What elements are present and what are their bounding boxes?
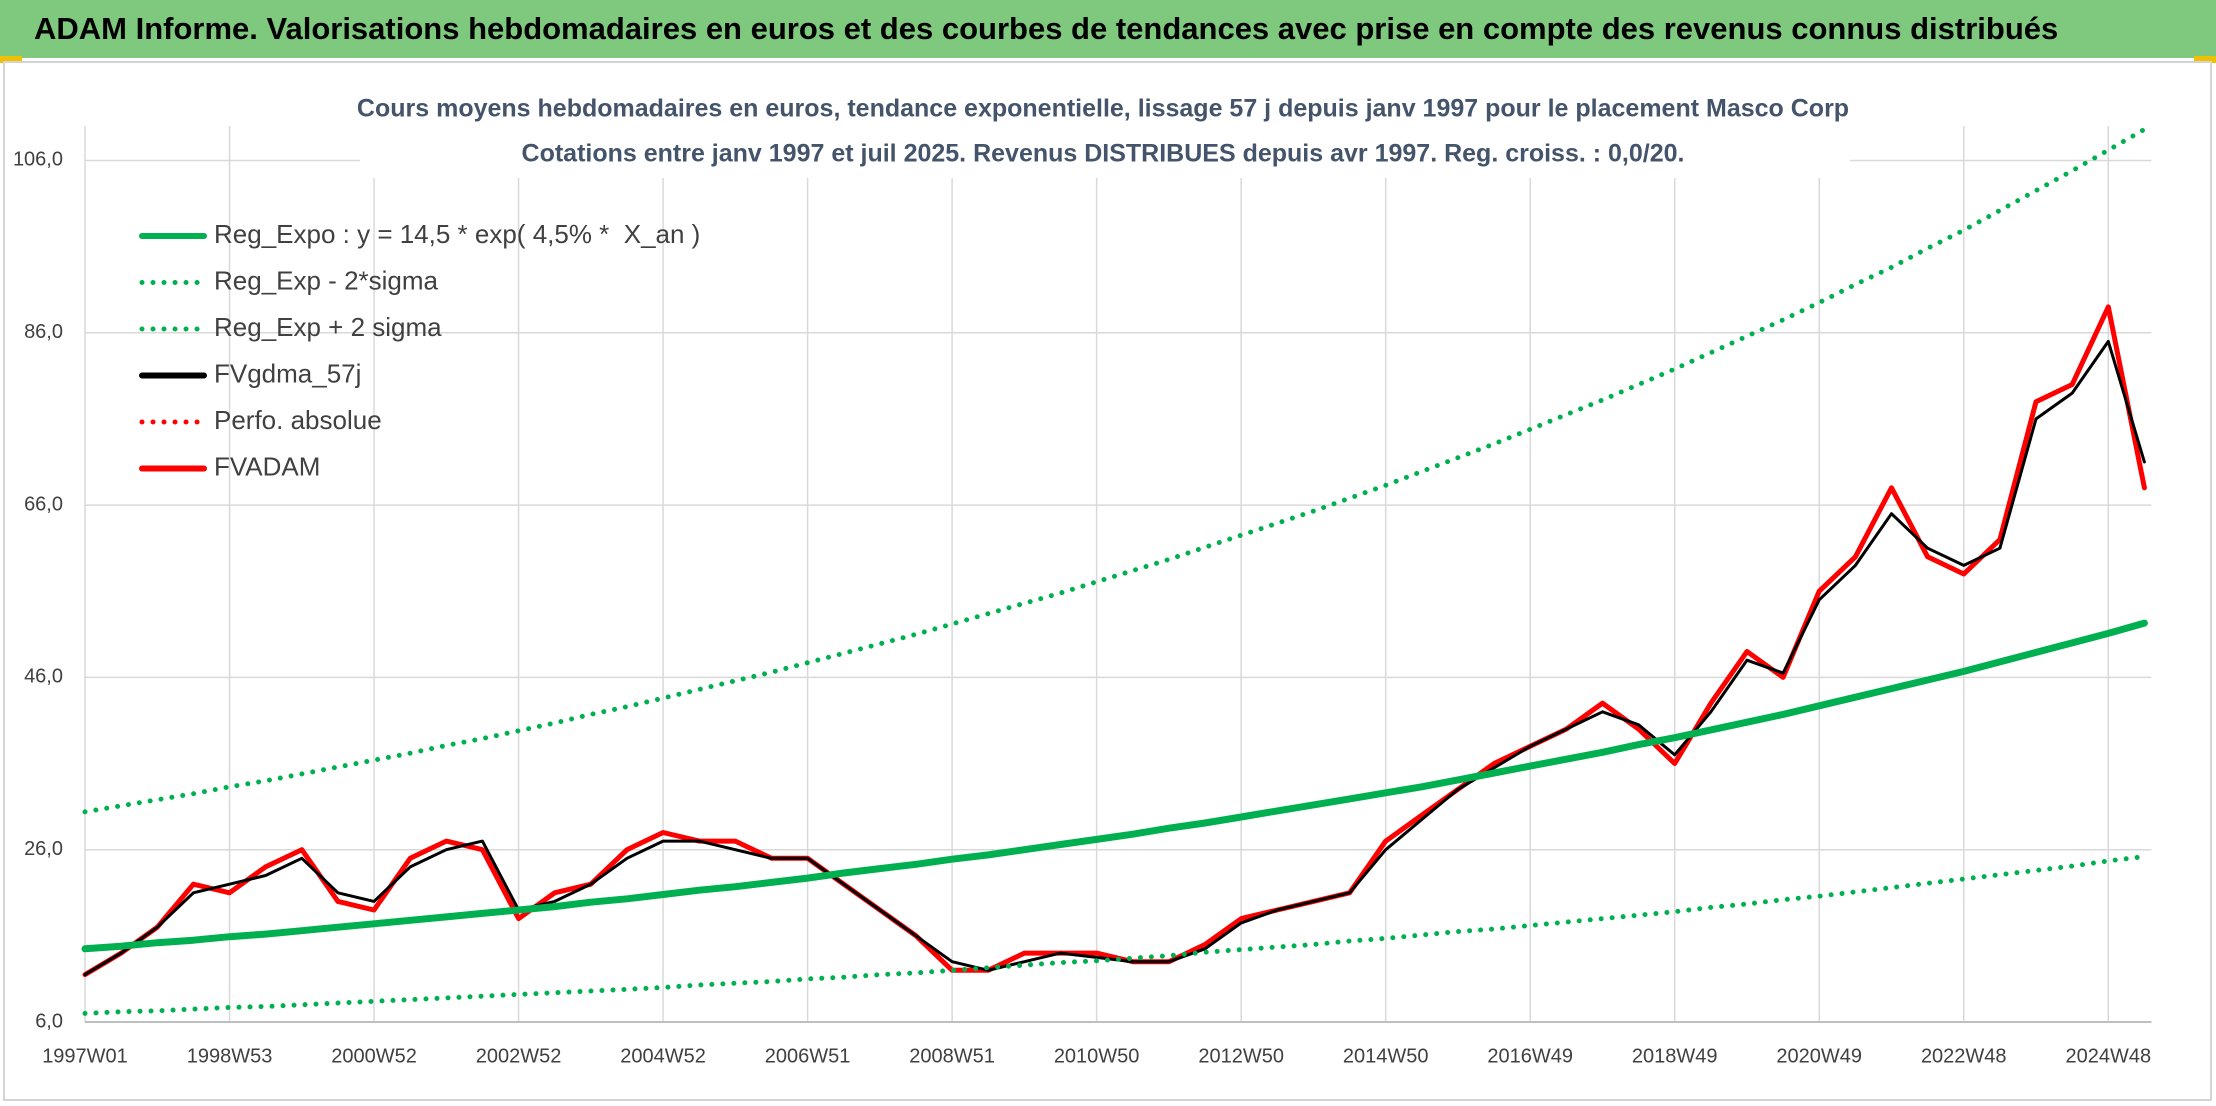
corner-mark (0, 56, 22, 63)
y-tick-label: 66,0 (24, 493, 63, 515)
chart-subtitle: Cotations entre janv 1997 et juil 2025. … (522, 140, 1685, 168)
x-tick-label: 2006W51 (765, 1045, 851, 1067)
x-tick-label: 2014W50 (1343, 1045, 1429, 1067)
x-tick-label: 2004W52 (620, 1045, 706, 1067)
series-line (82, 126, 2147, 815)
chart-title: Cours moyens hebdomadaires en euros, ten… (357, 95, 1849, 123)
legend-label: Reg_Expo : y = 14,5 * exp( 4,5% * X_an ) (214, 219, 700, 249)
y-tick-label: 106,0 (13, 149, 63, 171)
x-tick-label: 1997W01 (42, 1045, 128, 1067)
header-bar (0, 0, 2216, 58)
legend-label: Perfo. absolue (214, 405, 382, 435)
x-tick-label: 2018W49 (1632, 1045, 1718, 1067)
x-tick-label: 2020W49 (1776, 1045, 1862, 1067)
x-tick-label: 2024W48 (2065, 1045, 2151, 1067)
y-tick-label: 26,0 (24, 838, 63, 860)
x-tick-label: 2000W52 (331, 1045, 417, 1067)
corner-mark (2194, 56, 2216, 63)
x-tick-label: 2012W50 (1198, 1045, 1284, 1067)
legend-label: Reg_Exp - 2*sigma (214, 265, 439, 295)
title-box (360, 88, 1850, 178)
chart-frame (3, 61, 2212, 1101)
x-tick-label: 2010W50 (1054, 1045, 1140, 1067)
x-tick-label: 2008W51 (909, 1045, 995, 1067)
series-line (81, 619, 2148, 953)
y-tick-label: 6,0 (35, 1010, 63, 1032)
x-tick-label: 2022W48 (1921, 1045, 2007, 1067)
legend-label: FVADAM (214, 451, 320, 481)
series-line (82, 854, 2147, 1016)
legend-label: Reg_Exp + 2 sigma (214, 312, 442, 342)
y-tick-label: 46,0 (24, 666, 63, 688)
legend-label: FVgdma_57j (214, 358, 361, 388)
series-line (83, 339, 2146, 977)
x-tick-label: 2002W52 (476, 1045, 562, 1067)
x-tick-label: 2016W49 (1487, 1045, 1573, 1067)
plot-area: 6,0 26,0 46,0 66,0 86,0 106,0 1997W01 1998W53 20… (13, 126, 2152, 1067)
header-title: ADAM Informe. Valorisations hebdomadaire… (34, 11, 2058, 46)
x-tick-label: 1998W53 (187, 1045, 273, 1067)
y-tick-label: 86,0 (24, 321, 63, 343)
